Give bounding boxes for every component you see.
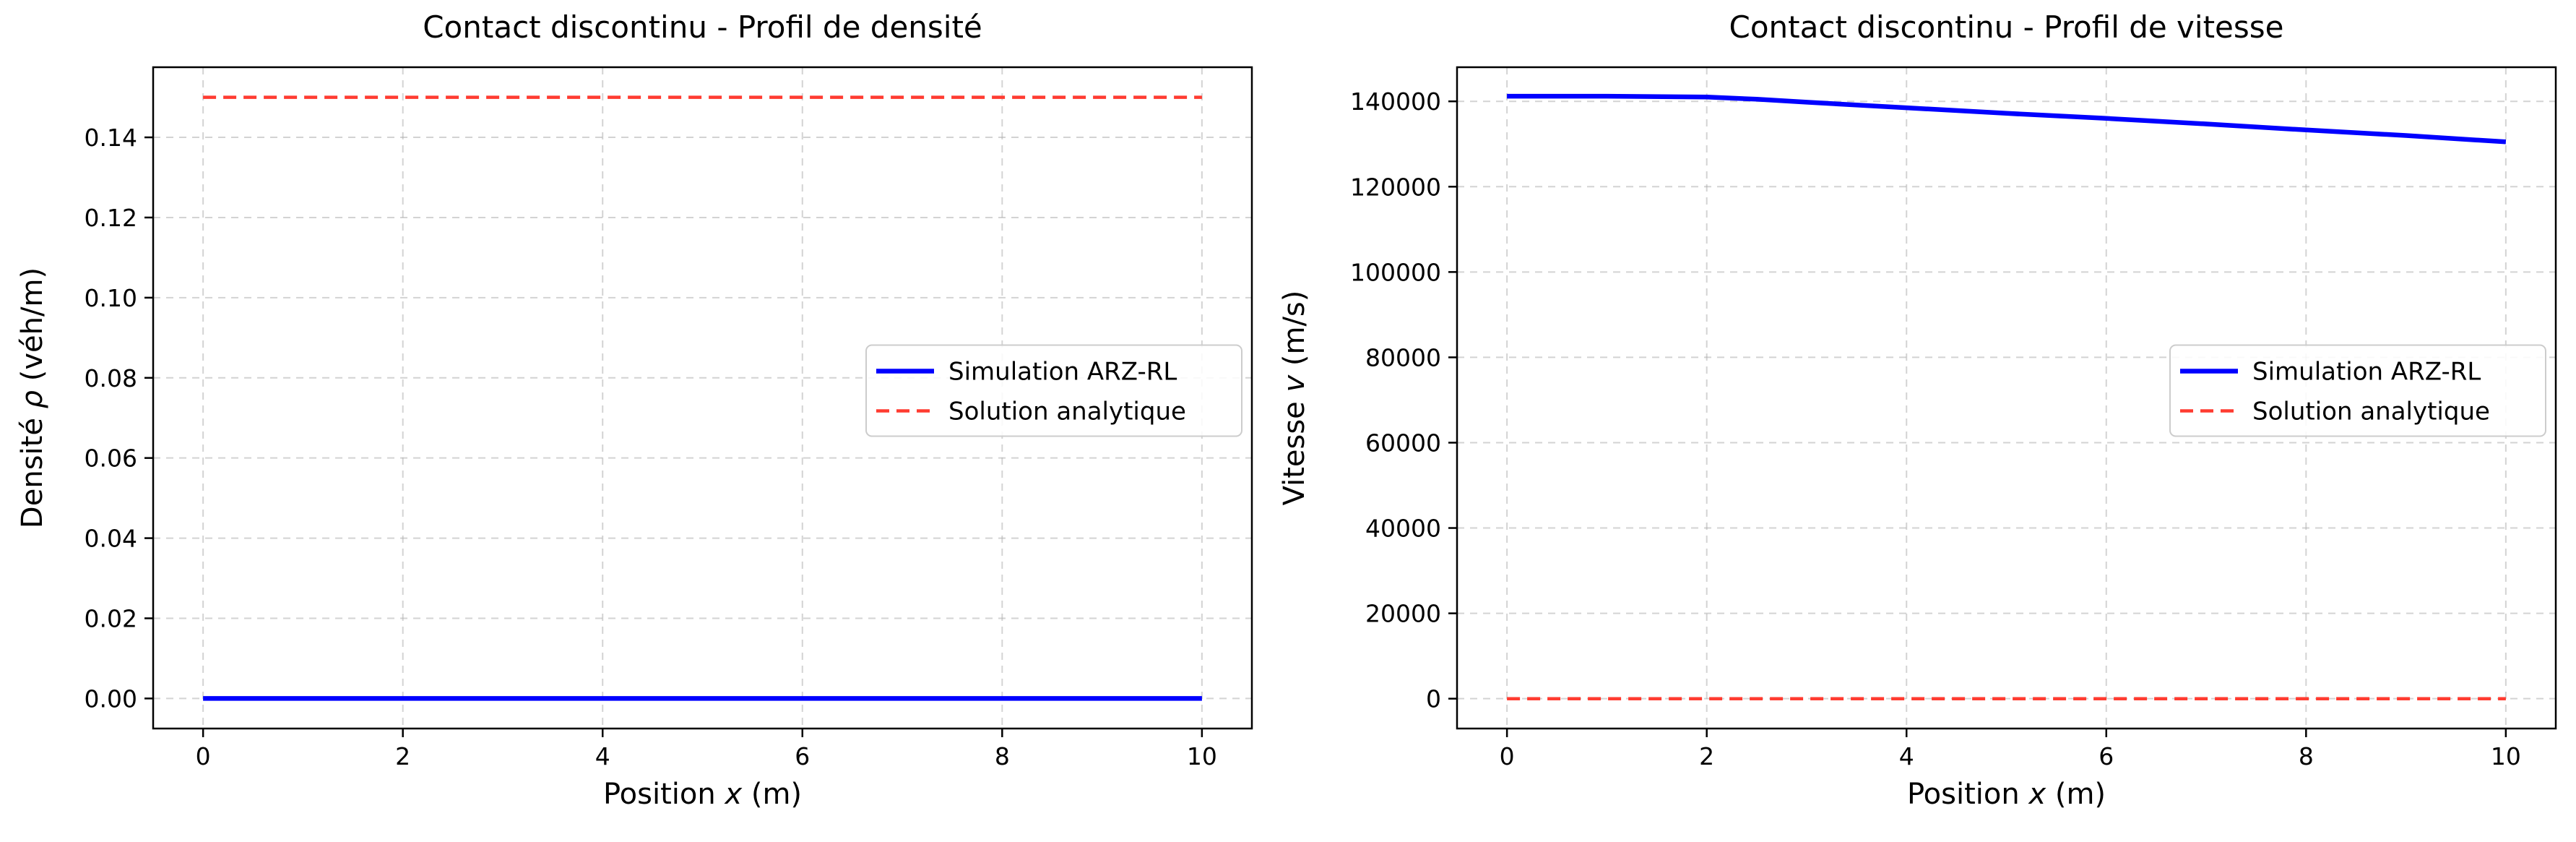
y-tick-label: 0.14 bbox=[85, 124, 137, 152]
x-tick-label: 0 bbox=[196, 742, 211, 770]
x-axis-label: Position x (m) bbox=[1907, 778, 2106, 811]
y-tick-label: 0.10 bbox=[85, 284, 137, 312]
y-tick-label: 0 bbox=[1426, 685, 1441, 713]
y-tick-label: 0.02 bbox=[85, 605, 137, 633]
y-tick-label: 60000 bbox=[1365, 429, 1441, 457]
x-tick-label: 4 bbox=[595, 742, 610, 770]
x-tick-label: 0 bbox=[1500, 742, 1515, 770]
chart-title: Contact discontinu - Profil de vitesse bbox=[1729, 9, 2284, 45]
legend-frame bbox=[2169, 344, 2546, 437]
y-tick-label: 0.00 bbox=[85, 684, 137, 713]
x-tick-label: 4 bbox=[1899, 742, 1914, 770]
legend-label-1: Simulation ARZ-RL bbox=[2252, 358, 2481, 387]
x-tick-label: 8 bbox=[995, 742, 1010, 770]
chart-title: Contact discontinu - Profil de densité bbox=[423, 9, 982, 45]
plot-frame bbox=[1456, 66, 2557, 730]
x-tick-label: 10 bbox=[2491, 742, 2521, 770]
y-tick-label: 0.04 bbox=[85, 525, 137, 553]
legend: Simulation ARZ-RL Solution analytique bbox=[2169, 344, 2546, 437]
y-tick-label: 0.06 bbox=[85, 444, 137, 473]
legend: Simulation ARZ-RL Solution analytique bbox=[865, 344, 1242, 437]
y-tick-label: 120000 bbox=[1350, 173, 1441, 201]
y-axis-label: Densité ρ (véh/m) bbox=[16, 267, 49, 528]
legend-label-1: Simulation ARZ-RL bbox=[948, 358, 1177, 387]
y-tick-label: 140000 bbox=[1350, 87, 1441, 116]
x-tick-label: 2 bbox=[1699, 742, 1714, 770]
series-line-1 bbox=[1507, 93, 2507, 145]
x-tick-label: 6 bbox=[795, 742, 810, 770]
y-tick-label: 40000 bbox=[1365, 515, 1441, 543]
legend-label-2: Solution analytique bbox=[948, 398, 1186, 426]
legend-label-2: Solution analytique bbox=[2252, 398, 2490, 426]
y-tick-label: 0.08 bbox=[85, 364, 137, 392]
y-tick-label: 20000 bbox=[1365, 600, 1441, 628]
chart-panel-2: 0 2 4 6 8 10 0 20000 40000 60000 80000 100000 120000… bbox=[1278, 9, 2557, 811]
chart-panel-1: 0 2 4 6 8 10 0.00 0.02 0.04 0.06 0.08 0.10 0.12 0.14 C… bbox=[16, 9, 1253, 811]
y-tick-label: 100000 bbox=[1350, 258, 1441, 286]
y-tick-label: 80000 bbox=[1365, 343, 1441, 371]
x-tick-label: 2 bbox=[395, 742, 410, 770]
x-axis-label: Position x (m) bbox=[603, 778, 802, 811]
x-tick-label: 10 bbox=[1187, 742, 1217, 770]
x-tick-label: 8 bbox=[2299, 742, 2314, 770]
y-tick-label: 0.12 bbox=[85, 204, 137, 232]
legend-frame bbox=[865, 344, 1242, 437]
y-axis-label: Vitesse v (m/s) bbox=[1278, 291, 1311, 506]
x-tick-label: 6 bbox=[2099, 742, 2114, 770]
plot-frame bbox=[152, 66, 1253, 730]
